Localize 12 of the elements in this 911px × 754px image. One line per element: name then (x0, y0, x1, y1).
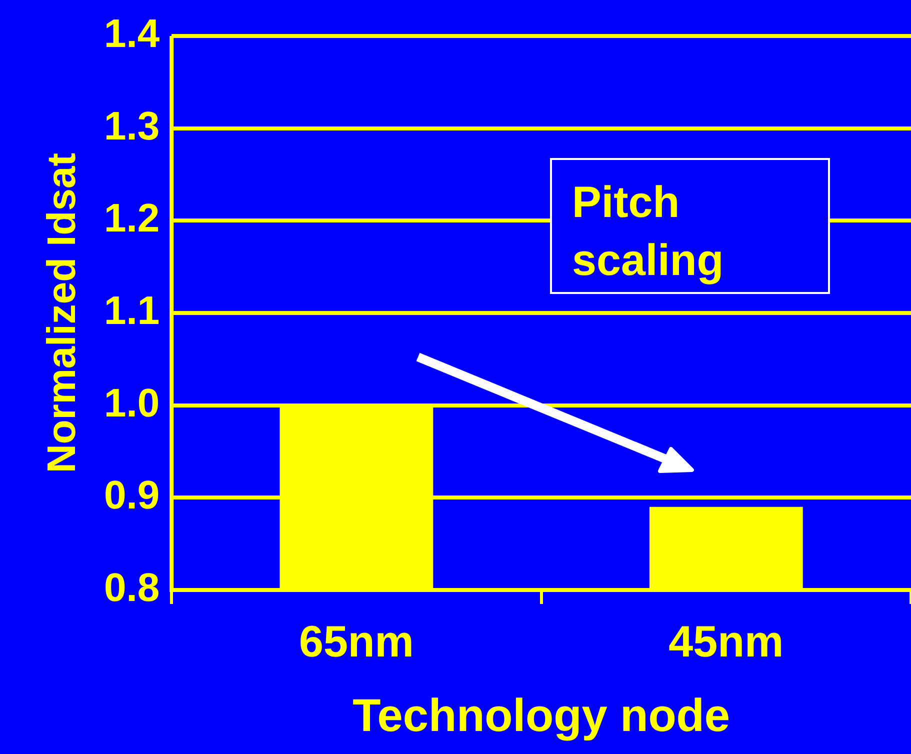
annotation: Pitch scaling (550, 158, 830, 294)
y-tick-label: 1.0 (104, 381, 160, 426)
y-axis-title: Normalized Idsat (40, 152, 84, 474)
y-tick-label: 0.9 (104, 474, 160, 518)
y-tick-label: 1.2 (104, 196, 160, 241)
y-tick-label: 1.4 (104, 12, 160, 56)
y-tick-label: 1.1 (104, 289, 160, 334)
x-tick-label: 65nm (298, 618, 414, 667)
x-axis-title: Technology node (352, 689, 730, 742)
x-tick-label: 45nm (668, 618, 784, 667)
y-tick-label: 0.8 (104, 566, 160, 610)
y-tick-label: 1.3 (104, 104, 160, 148)
